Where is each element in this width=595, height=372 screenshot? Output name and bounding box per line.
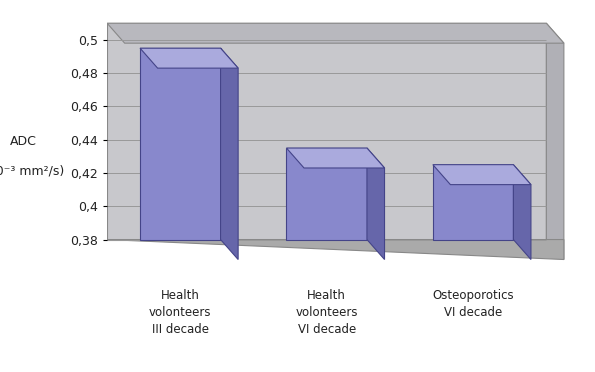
- Polygon shape: [140, 48, 221, 240]
- Polygon shape: [107, 23, 564, 43]
- Text: Osteoporotics
VI decade: Osteoporotics VI decade: [433, 289, 514, 320]
- Text: Health
volonteers
III decade: Health volonteers III decade: [149, 289, 212, 337]
- Polygon shape: [546, 23, 564, 260]
- Polygon shape: [513, 165, 531, 260]
- Polygon shape: [140, 48, 238, 68]
- Polygon shape: [221, 48, 238, 260]
- Polygon shape: [286, 148, 367, 240]
- Polygon shape: [433, 165, 531, 185]
- Polygon shape: [107, 23, 546, 240]
- Polygon shape: [107, 240, 564, 260]
- Text: (10⁻³ mm²/s): (10⁻³ mm²/s): [0, 165, 64, 177]
- Text: ADC: ADC: [10, 135, 37, 148]
- Text: Health
volonteers
VI decade: Health volonteers VI decade: [296, 289, 358, 337]
- Polygon shape: [433, 165, 513, 240]
- Polygon shape: [367, 148, 384, 260]
- Polygon shape: [286, 148, 384, 168]
